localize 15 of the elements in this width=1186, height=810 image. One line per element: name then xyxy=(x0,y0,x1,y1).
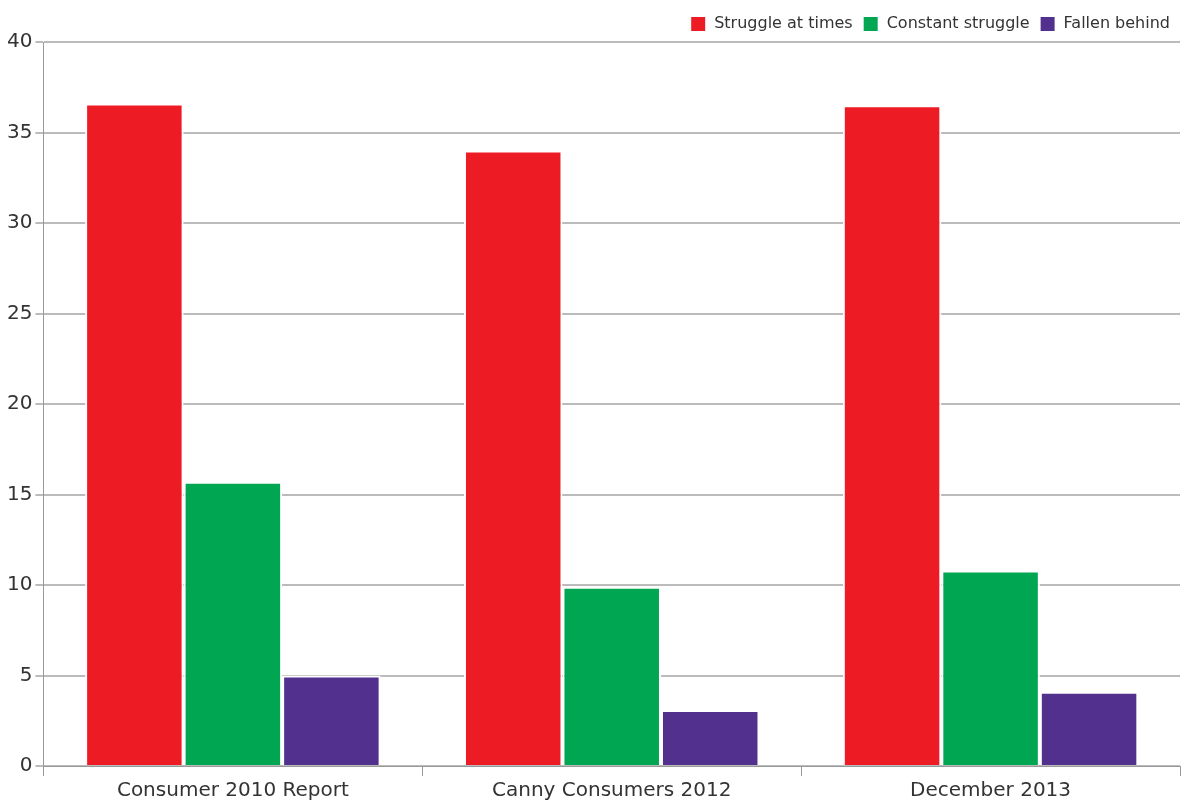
legend-label: Fallen behind xyxy=(1063,13,1171,33)
y-tick-label: 20 xyxy=(7,390,33,415)
legend-label: Constant struggle xyxy=(886,13,1030,33)
x-tick-label: Canny Consumers 2012 xyxy=(492,777,732,802)
y-tick-label: 30 xyxy=(7,209,33,234)
y-tick-label: 25 xyxy=(7,299,33,324)
y-tick-label: 15 xyxy=(7,480,33,505)
x-tick-label: Consumer 2010 Report xyxy=(116,777,349,802)
y-tick-label: 35 xyxy=(7,118,33,143)
y-tick-label: 0 xyxy=(19,752,33,777)
x-tick-label: December 2013 xyxy=(910,777,1072,802)
legend-label: Struggle at times xyxy=(714,13,853,33)
y-tick-label: 5 xyxy=(19,661,33,686)
y-tick-label: 40 xyxy=(7,28,33,53)
y-tick-label: 10 xyxy=(7,571,33,596)
